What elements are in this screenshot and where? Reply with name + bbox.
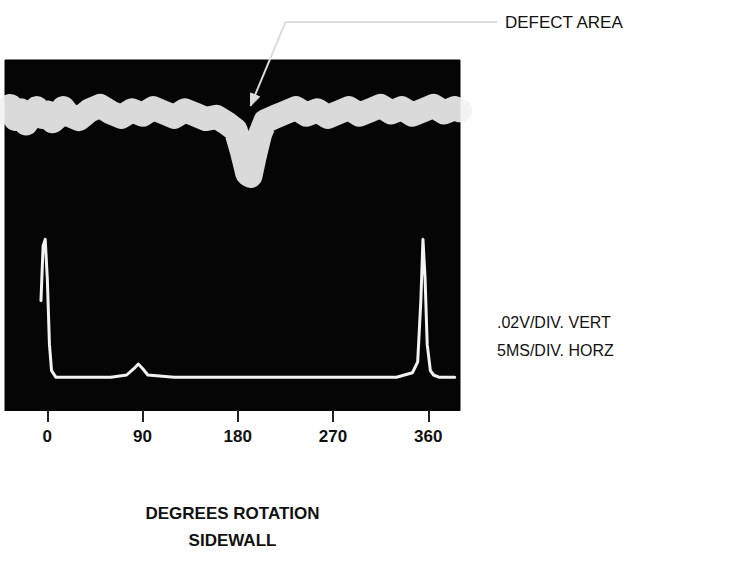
svg-text:SIDEWALL: SIDEWALL: [189, 531, 277, 550]
svg-text:.02V/DIV. VERT: .02V/DIV. VERT: [497, 314, 611, 331]
svg-text:DEFECT AREA: DEFECT AREA: [505, 13, 623, 32]
svg-text:180: 180: [224, 427, 252, 446]
svg-text:90: 90: [133, 427, 152, 446]
svg-text:5MS/DIV. HORZ: 5MS/DIV. HORZ: [497, 342, 614, 359]
svg-text:360: 360: [414, 427, 442, 446]
svg-text:DEGREES ROTATION: DEGREES ROTATION: [145, 504, 319, 523]
svg-text:270: 270: [319, 427, 347, 446]
svg-text:0: 0: [43, 427, 52, 446]
